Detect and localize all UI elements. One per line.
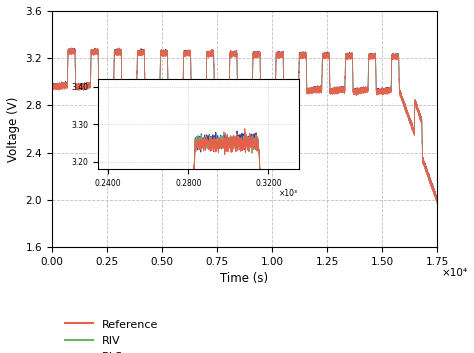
Legend: Reference, RIV, RLS: Reference, RIV, RLS [65, 319, 158, 353]
X-axis label: Time (s): Time (s) [220, 273, 269, 285]
Y-axis label: Voltage (V): Voltage (V) [7, 96, 20, 162]
Text: ×10⁴: ×10⁴ [441, 268, 467, 279]
